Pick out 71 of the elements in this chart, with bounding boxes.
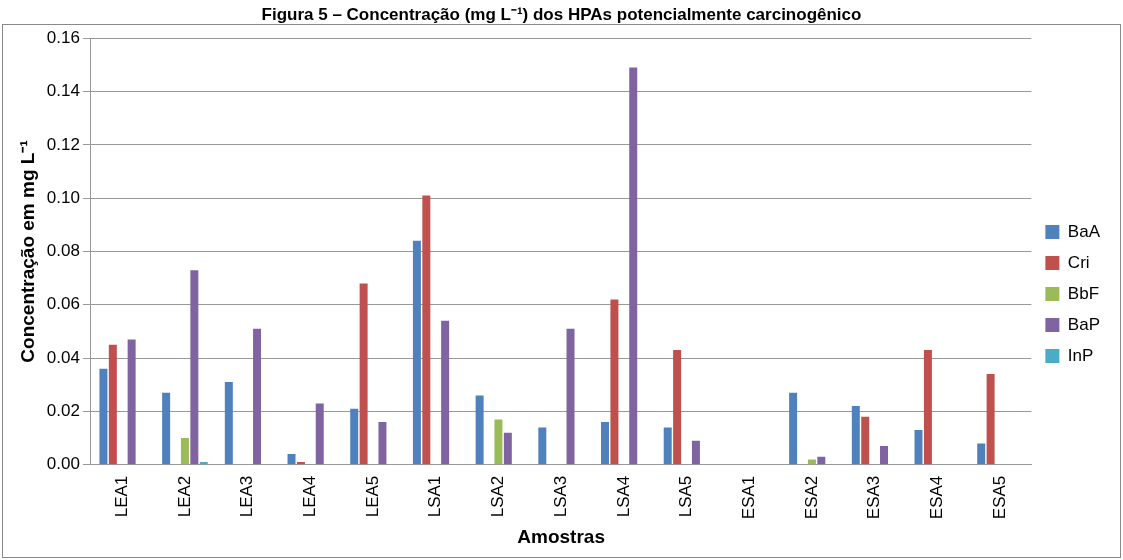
x-tick-label: ESA2 [801,475,821,520]
y-tick-label: 0.04 [46,347,80,367]
bar [861,416,870,465]
chart-title: Figura 5 – Concentração (mg L⁻¹) dos HPAs potencialmente carcinogênico [260,4,863,25]
bar [315,403,324,465]
bar [108,344,117,465]
x-tick-label: LSA2 [488,475,508,518]
legend-label: InP [1067,345,1094,365]
x-tick-label: LEA2 [174,475,194,518]
bar [253,328,262,465]
bar [162,392,171,465]
bar [180,438,189,465]
x-tick-label: LSA5 [676,475,696,518]
bar [412,240,421,465]
bar [475,395,484,465]
bar [422,195,431,465]
bar [663,427,672,465]
bar [494,419,503,465]
bar [127,339,136,465]
y-axis-title: Concentração em mg L⁻¹ [16,140,38,363]
bar [441,320,450,465]
x-tick-label: ESA1 [738,475,758,520]
y-tick-label: 0.12 [46,134,80,154]
bar [610,299,619,465]
bar [601,422,610,465]
bar [789,392,798,465]
x-tick-label: LSA1 [425,475,445,518]
bar [691,440,700,465]
x-tick-label: LEA4 [300,475,320,518]
x-tick-label: LEA5 [362,475,382,518]
x-tick-label: ESA3 [864,475,884,520]
bar [986,374,995,465]
x-tick-label: ESA5 [989,475,1009,520]
legend-label: BbF [1067,283,1100,303]
bar [287,454,296,465]
x-tick-label: LSA3 [550,475,570,518]
x-tick-label: ESA4 [927,475,947,520]
bar [923,350,932,465]
bar [914,430,923,465]
legend-label: BaA [1067,221,1101,241]
bar [807,459,816,465]
y-tick-label: 0.06 [46,294,80,314]
bar [224,382,233,465]
y-tick-label: 0.02 [46,401,80,421]
bar [673,350,682,465]
legend-label: Cri [1067,252,1090,272]
bar [190,270,199,465]
bar [977,443,986,465]
bar [851,406,860,465]
bar [359,283,368,465]
bar [817,456,826,465]
bar [350,408,359,465]
bar [880,446,889,465]
bar [629,67,638,465]
y-tick-label: 0.08 [46,241,80,261]
x-tick-label: LEA1 [111,475,131,518]
y-tick-label: 0.00 [46,454,80,474]
bar [503,432,512,465]
bar [99,368,108,465]
y-tick-label: 0.10 [46,187,80,207]
x-tick-label: LSA4 [613,475,633,518]
y-tick-label: 0.16 [46,27,80,47]
x-tick-label: LEA3 [237,475,257,518]
bar [538,427,547,465]
y-tick-label: 0.14 [46,81,80,101]
legend-label: BaP [1067,314,1101,334]
bar [199,462,208,465]
bar [566,328,575,465]
x-axis-title: Amostras [517,525,605,547]
bar [378,422,387,465]
bar [296,462,305,465]
